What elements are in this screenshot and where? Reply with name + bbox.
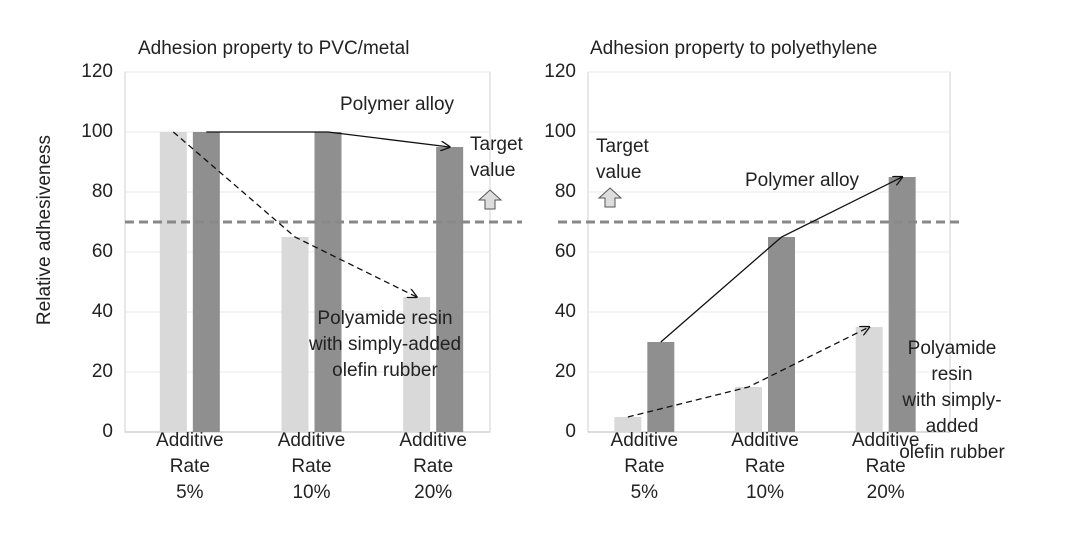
series-label: Polymer alloy: [340, 94, 455, 115]
trend-line: [172, 131, 416, 297]
bar: [735, 387, 762, 432]
x-tick-label: Additive Rate 20%: [851, 430, 920, 503]
bar: [281, 237, 309, 432]
y-tick-label: 60: [555, 241, 576, 262]
up-arrow-icon: [597, 187, 623, 208]
bar: [647, 342, 675, 432]
y-tick-label: 40: [555, 301, 576, 322]
x-tick-label: Additive Rate 20%: [399, 430, 467, 503]
y-tick-label: 100: [81, 121, 113, 142]
x-tick-label: Additive Rate 10%: [731, 430, 799, 503]
target-label: Target value: [596, 136, 649, 183]
bar: [403, 297, 431, 432]
bar: [614, 417, 642, 432]
y-tick-label: 80: [555, 181, 576, 202]
y-tick-label: 120: [81, 61, 113, 82]
x-tick-label: Additive Rate 5%: [610, 430, 679, 503]
y-tick-label: 0: [565, 421, 576, 442]
y-tick-label: 20: [555, 361, 576, 382]
y-tick-label: 80: [92, 181, 113, 202]
series-label: Polyamide resin with simply-added olefin…: [308, 308, 462, 381]
chart-title: Adhesion property to polyethylene: [590, 38, 878, 59]
y-tick-label: 120: [544, 61, 576, 82]
y-tick-label: 20: [92, 361, 113, 382]
bar: [768, 237, 795, 432]
trend-line: [660, 177, 902, 343]
y-tick-label: 60: [92, 241, 113, 262]
y-axis-label: Relative adhesiveness: [34, 135, 55, 325]
series-label: Polymer alloy: [745, 170, 860, 191]
bar: [888, 177, 916, 432]
bar: [159, 132, 187, 432]
series-label: Polyamide resin with simply-added olefin…: [899, 338, 1005, 463]
trend-line: [206, 131, 449, 147]
target-label: Target value: [470, 134, 523, 181]
bar: [314, 132, 342, 432]
bar: [192, 132, 220, 432]
chart-title: Adhesion property to PVC/metal: [138, 38, 410, 59]
y-tick-label: 0: [102, 421, 113, 442]
y-tick-label: 40: [92, 301, 113, 322]
bar: [436, 147, 464, 432]
up-arrow-icon: [477, 189, 503, 210]
trend-line: [627, 327, 869, 418]
x-tick-label: Additive Rate 10%: [277, 430, 346, 503]
bar: [855, 327, 883, 432]
y-tick-label: 100: [544, 121, 576, 142]
x-tick-label: Additive Rate 5%: [156, 430, 224, 503]
